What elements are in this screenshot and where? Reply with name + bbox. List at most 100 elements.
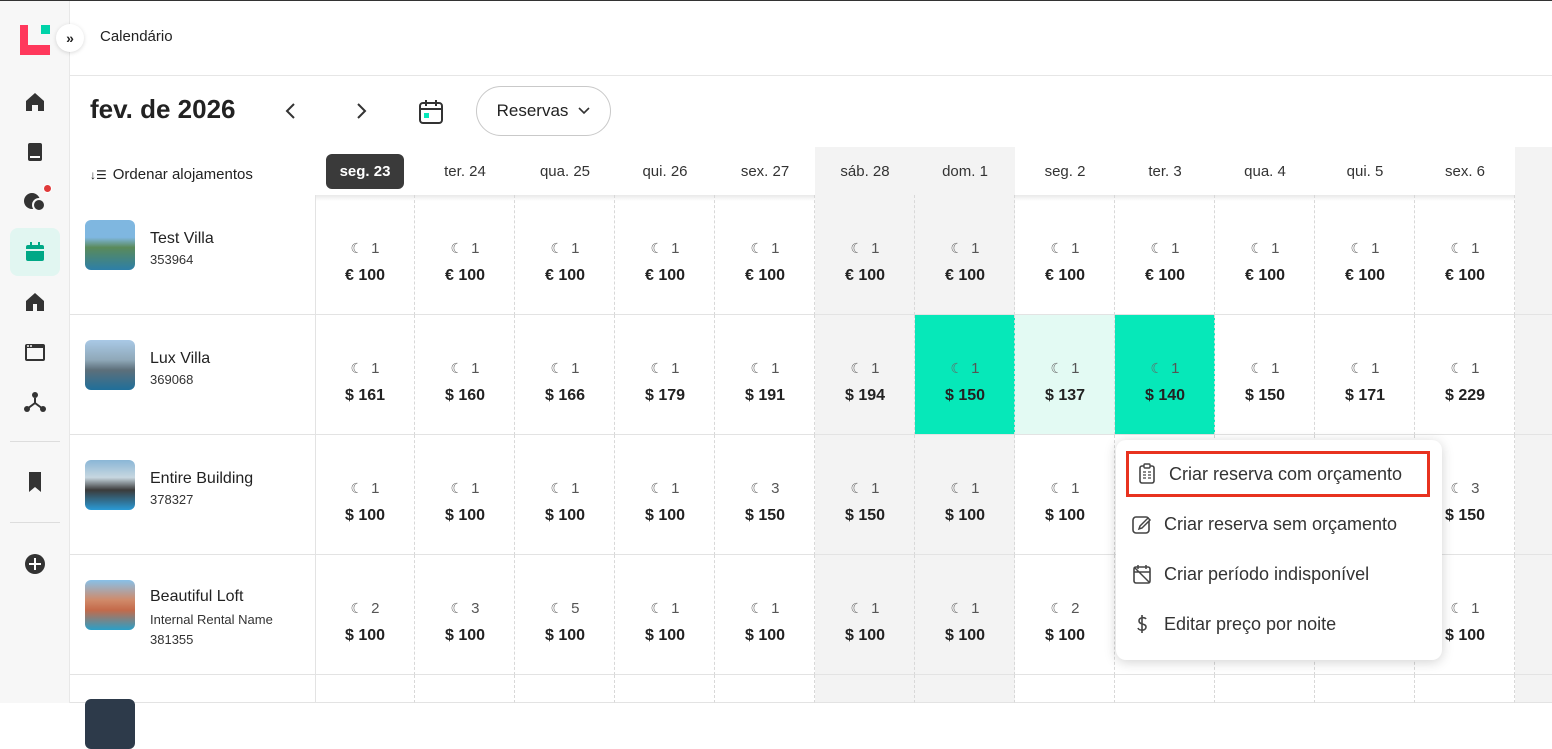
browser-icon[interactable] — [10, 328, 60, 376]
calendar-day-cell[interactable]: ☾ 1 $ 179 — [615, 315, 715, 435]
menu-item-quote[interactable]: Criar reserva com orçamento — [1126, 451, 1430, 497]
calendar-day-cell[interactable]: ☾ 1 € 100 — [515, 195, 615, 315]
min-nights-value: 1 — [1371, 240, 1380, 257]
home-icon[interactable] — [10, 78, 60, 126]
calendar-day-cell[interactable] — [1515, 315, 1552, 435]
calendar-day-cell[interactable]: ☾ 1 $ 191 — [715, 315, 815, 435]
calendar-day-cell[interactable]: ☾ 1 $ 150 — [815, 435, 915, 555]
min-nights: ☾ 1 — [1315, 240, 1415, 257]
bookmark-icon[interactable] — [10, 458, 60, 506]
property-row[interactable]: Entire Building 378327 — [70, 435, 315, 555]
calendar-day-cell[interactable]: ☾ 1 $ 194 — [815, 315, 915, 435]
calendar-day-cell[interactable] — [1115, 675, 1215, 703]
calendar-day-cell[interactable]: ☾ 1 $ 100 — [415, 435, 515, 555]
calendar-day-cell[interactable]: ☾ 1 € 100 — [415, 195, 515, 315]
calendar-day-cell[interactable] — [515, 675, 615, 703]
min-nights-value: 1 — [771, 600, 780, 617]
add-icon[interactable] — [10, 540, 60, 588]
property-row[interactable] — [70, 675, 315, 749]
brand-logo[interactable] — [20, 25, 50, 55]
book-icon[interactable] — [10, 128, 60, 176]
calendar-day-cell[interactable] — [915, 675, 1015, 703]
calendar-day-cell[interactable]: ☾ 1 $ 150 — [915, 315, 1015, 435]
calendar-day-cell[interactable] — [1415, 675, 1515, 703]
calendar-day-cell[interactable] — [415, 675, 515, 703]
min-nights-value: 1 — [1271, 360, 1280, 377]
calendar-day-cell[interactable]: ☾ 1 € 100 — [815, 195, 915, 315]
nightly-price: $ 229 — [1444, 387, 1486, 404]
calendar-day-cell[interactable]: ☾ 1 $ 150 — [1215, 315, 1315, 435]
property-icon[interactable] — [10, 278, 60, 326]
calendar-day-cell[interactable]: ☾ 1 $ 100 — [915, 435, 1015, 555]
calendar-day-cell[interactable] — [1515, 195, 1552, 315]
moon-icon: ☾ — [950, 360, 964, 376]
calendar-day-cell[interactable]: ☾ 1 € 100 — [615, 195, 715, 315]
calendar-day-cell[interactable]: ☾ 1 € 100 — [1215, 195, 1315, 315]
calendar-day-cell[interactable] — [1515, 555, 1552, 675]
sort-properties-button[interactable]: ↓☰ Ordenar alojamentos — [90, 166, 253, 183]
min-nights: ☾ 1 — [915, 240, 1015, 257]
property-row[interactable]: Lux Villa 369068 — [70, 315, 315, 435]
calendar-day-cell[interactable] — [315, 675, 415, 703]
calendar-day-cell[interactable]: ☾ 1 $ 140 — [1115, 315, 1215, 435]
menu-item-dollar[interactable]: Editar preço por noite — [1130, 602, 1336, 646]
calendar-day-cell[interactable]: ☾ 1 € 100 — [1015, 195, 1115, 315]
calendar-day-cell[interactable]: ☾ 2 $ 100 — [315, 555, 415, 675]
calendar-day-cell[interactable]: ☾ 1 $ 100 — [615, 435, 715, 555]
calendar-day-cell[interactable]: ☾ 1 $ 100 — [715, 555, 815, 675]
property-row[interactable]: Test Villa 353964 — [70, 195, 315, 315]
calendar-day-cell[interactable]: ☾ 2 $ 100 — [1015, 555, 1115, 675]
moon-icon: ☾ — [650, 240, 664, 256]
calendar-day-cell[interactable]: ☾ 1 $ 100 — [615, 555, 715, 675]
calendar-day-cell[interactable]: ☾ 1 $ 100 — [1015, 435, 1115, 555]
calendar-day-cell[interactable]: ☾ 1 $ 100 — [515, 435, 615, 555]
date-picker-button[interactable] — [414, 96, 448, 128]
calendar-nav-icon[interactable] — [10, 228, 60, 276]
calendar-day-cell[interactable] — [1315, 675, 1415, 703]
calendar-day-cell[interactable]: ☾ 1 € 100 — [715, 195, 815, 315]
min-nights: ☾ 1 — [615, 240, 715, 257]
calendar-day-cell[interactable] — [1515, 675, 1552, 703]
calendar-day-cell[interactable]: ☾ 1 € 100 — [1315, 195, 1415, 315]
calendar-day-cell[interactable] — [1515, 435, 1552, 555]
next-month-button[interactable] — [346, 96, 376, 126]
view-filter-dropdown[interactable]: Reservas — [476, 86, 611, 136]
calendar-day-cell[interactable] — [615, 675, 715, 703]
calendar-day-cell[interactable]: ☾ 1 € 100 — [915, 195, 1015, 315]
property-thumbnail — [85, 220, 135, 270]
menu-item-calendar-blocked[interactable]: Criar período indisponível — [1130, 552, 1369, 596]
calendar-day-cell[interactable] — [815, 675, 915, 703]
nightly-price: € 100 — [644, 267, 686, 284]
calendar-day-cell[interactable]: ☾ 3 $ 150 — [715, 435, 815, 555]
calendar-day-cell[interactable]: ☾ 1 $ 161 — [315, 315, 415, 435]
calendar-day-cell[interactable]: ☾ 1 $ 100 — [915, 555, 1015, 675]
messages-icon[interactable] — [10, 178, 60, 226]
calendar-day-cell[interactable]: ☾ 1 € 100 — [315, 195, 415, 315]
previous-month-button[interactable] — [276, 96, 306, 126]
integrations-icon[interactable] — [10, 378, 60, 426]
calendar-day-cell[interactable] — [1215, 675, 1315, 703]
min-nights-value: 3 — [1471, 480, 1480, 497]
calendar-day-cell[interactable]: ☾ 1 $ 166 — [515, 315, 615, 435]
calendar-day-cell[interactable]: ☾ 1 $ 137 — [1015, 315, 1115, 435]
calendar-day-cell[interactable]: ☾ 1 € 100 — [1115, 195, 1215, 315]
min-nights: ☾ 1 — [1215, 240, 1315, 257]
calendar-day-cell[interactable]: ☾ 3 $ 100 — [415, 555, 515, 675]
min-nights: ☾ 1 — [315, 480, 415, 497]
calendar-day-cell[interactable]: ☾ 1 $ 171 — [1315, 315, 1415, 435]
moon-icon: ☾ — [750, 480, 764, 496]
calendar-day-cell[interactable]: ☾ 1 $ 100 — [315, 435, 415, 555]
calendar-day-cell[interactable] — [715, 675, 815, 703]
calendar-day-cell[interactable]: ☾ 1 $ 100 — [815, 555, 915, 675]
menu-item-edit[interactable]: Criar reserva sem orçamento — [1130, 502, 1397, 546]
calendar-day-cell[interactable]: ☾ 1 $ 229 — [1415, 315, 1515, 435]
moon-icon: ☾ — [850, 360, 864, 376]
calendar-day-cell[interactable]: ☾ 1 $ 160 — [415, 315, 515, 435]
calendar-day-cell[interactable]: ☾ 1 $ 100 — [1415, 555, 1515, 675]
expand-sidebar-button[interactable]: » — [56, 24, 84, 52]
calendar-day-cell[interactable]: ☾ 1 € 100 — [1415, 195, 1515, 315]
calendar-day-cell[interactable] — [1015, 675, 1115, 703]
calendar-day-cell[interactable]: ☾ 3 $ 150 — [1415, 435, 1515, 555]
calendar-day-cell[interactable]: ☾ 5 $ 100 — [515, 555, 615, 675]
property-row[interactable]: Beautiful Loft Internal Rental Name 381355 — [70, 555, 315, 675]
